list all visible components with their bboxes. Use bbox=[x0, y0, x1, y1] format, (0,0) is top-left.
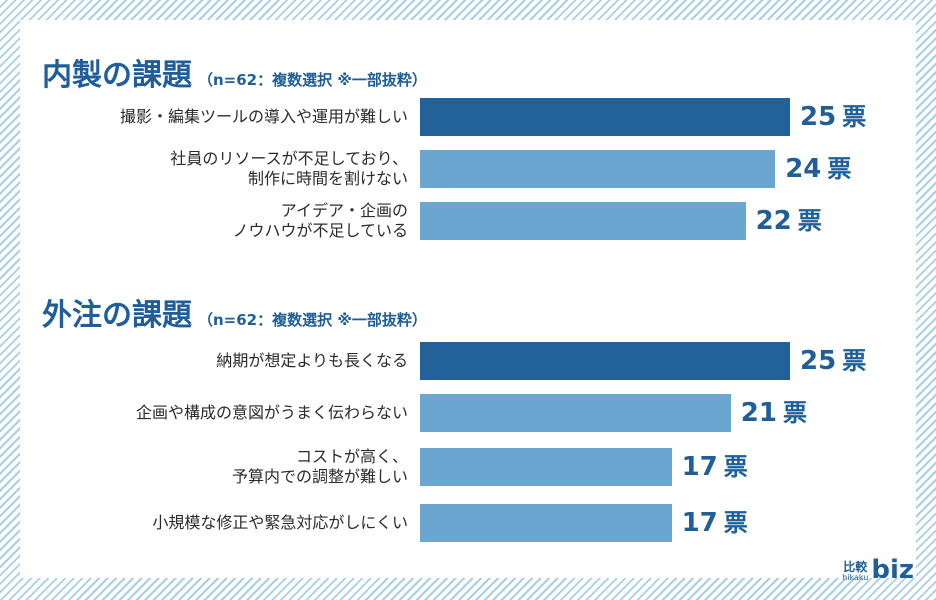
category-label-line: 小規模な修正や緊急対応がしにくい bbox=[152, 513, 408, 532]
category-label: 社員のリソースが不足しており、 制作に時間を割けない bbox=[40, 149, 408, 189]
value-unit: 票 bbox=[782, 399, 807, 427]
value-unit: 票 bbox=[723, 509, 748, 537]
category-label-line: 撮影・編集ツールの導入や運用が難しい bbox=[119, 107, 408, 126]
value-label: 22 票 bbox=[756, 202, 822, 240]
category-label-line: 制作に時間を割けない bbox=[247, 169, 408, 188]
category-label: 納期が想定よりも長くなる bbox=[40, 351, 408, 371]
logo-biz: biz bbox=[871, 555, 914, 585]
chart-title-main: 内製の課題 bbox=[42, 58, 192, 93]
category-label-line: 予算内での調整が難しい bbox=[231, 467, 408, 486]
bar bbox=[420, 448, 672, 486]
category-label-line: 納期が想定よりも長くなる bbox=[216, 351, 408, 370]
category-label: コストが高く、 予算内での調整が難しい bbox=[40, 447, 408, 487]
category-label-line: アイデア・企画の bbox=[280, 201, 408, 220]
value-number: 22 bbox=[755, 206, 792, 236]
value-unit: 票 bbox=[797, 207, 822, 235]
bar bbox=[420, 150, 776, 188]
value-label: 25 票 bbox=[800, 342, 866, 380]
category-label: 小規模な修正や緊急対応がしにくい bbox=[40, 513, 408, 533]
value-number: 25 bbox=[800, 346, 837, 376]
category-label: 企画や構成の意図がうまく伝わらない bbox=[40, 403, 408, 423]
category-label: アイデア・企画の ノウハウが不足している bbox=[40, 201, 408, 241]
category-label-line: ノウハウが不足している bbox=[232, 221, 408, 240]
hikaku-biz-logo: 比較 hikaku biz bbox=[842, 555, 914, 585]
logo-kanji: 比較 bbox=[843, 560, 868, 574]
bar bbox=[420, 394, 731, 432]
logo-romaji: hikaku bbox=[842, 573, 869, 582]
category-label-line: 企画や構成の意図がうまく伝わらない bbox=[135, 403, 408, 422]
value-label: 25 票 bbox=[800, 98, 866, 136]
category-label-line: 社員のリソースが不足しており、 bbox=[170, 149, 408, 168]
value-label: 24 票 bbox=[785, 150, 851, 188]
bar bbox=[420, 202, 746, 240]
chart-subtitle: （n=62：複数選択 ※一部抜粋） bbox=[198, 311, 427, 329]
category-label: 撮影・編集ツールの導入や運用が難しい bbox=[40, 107, 408, 127]
value-number: 25 bbox=[800, 102, 837, 132]
logo-japanese: 比較 hikaku bbox=[842, 561, 868, 582]
value-number: 21 bbox=[740, 398, 777, 428]
value-unit: 票 bbox=[842, 103, 867, 131]
value-number: 17 bbox=[681, 508, 718, 538]
bar bbox=[420, 342, 790, 380]
chart-subtitle: （n=62：複数選択 ※一部抜粋） bbox=[198, 71, 427, 89]
value-unit: 票 bbox=[723, 453, 748, 481]
bar bbox=[420, 98, 790, 136]
value-label: 21 票 bbox=[741, 394, 807, 432]
value-label: 17 票 bbox=[682, 448, 748, 486]
value-label: 17 票 bbox=[682, 504, 748, 542]
value-number: 24 bbox=[785, 154, 822, 184]
bar bbox=[420, 504, 672, 542]
category-label-line: コストが高く、 bbox=[295, 447, 408, 466]
value-unit: 票 bbox=[827, 155, 852, 183]
value-number: 17 bbox=[681, 452, 718, 482]
chart-title-2: 外注の課題 （n=62：複数選択 ※一部抜粋） bbox=[42, 290, 427, 334]
value-unit: 票 bbox=[842, 347, 867, 375]
chart-title-1: 内製の課題 （n=62：複数選択 ※一部抜粋） bbox=[42, 50, 427, 94]
chart-title-main: 外注の課題 bbox=[42, 298, 192, 333]
